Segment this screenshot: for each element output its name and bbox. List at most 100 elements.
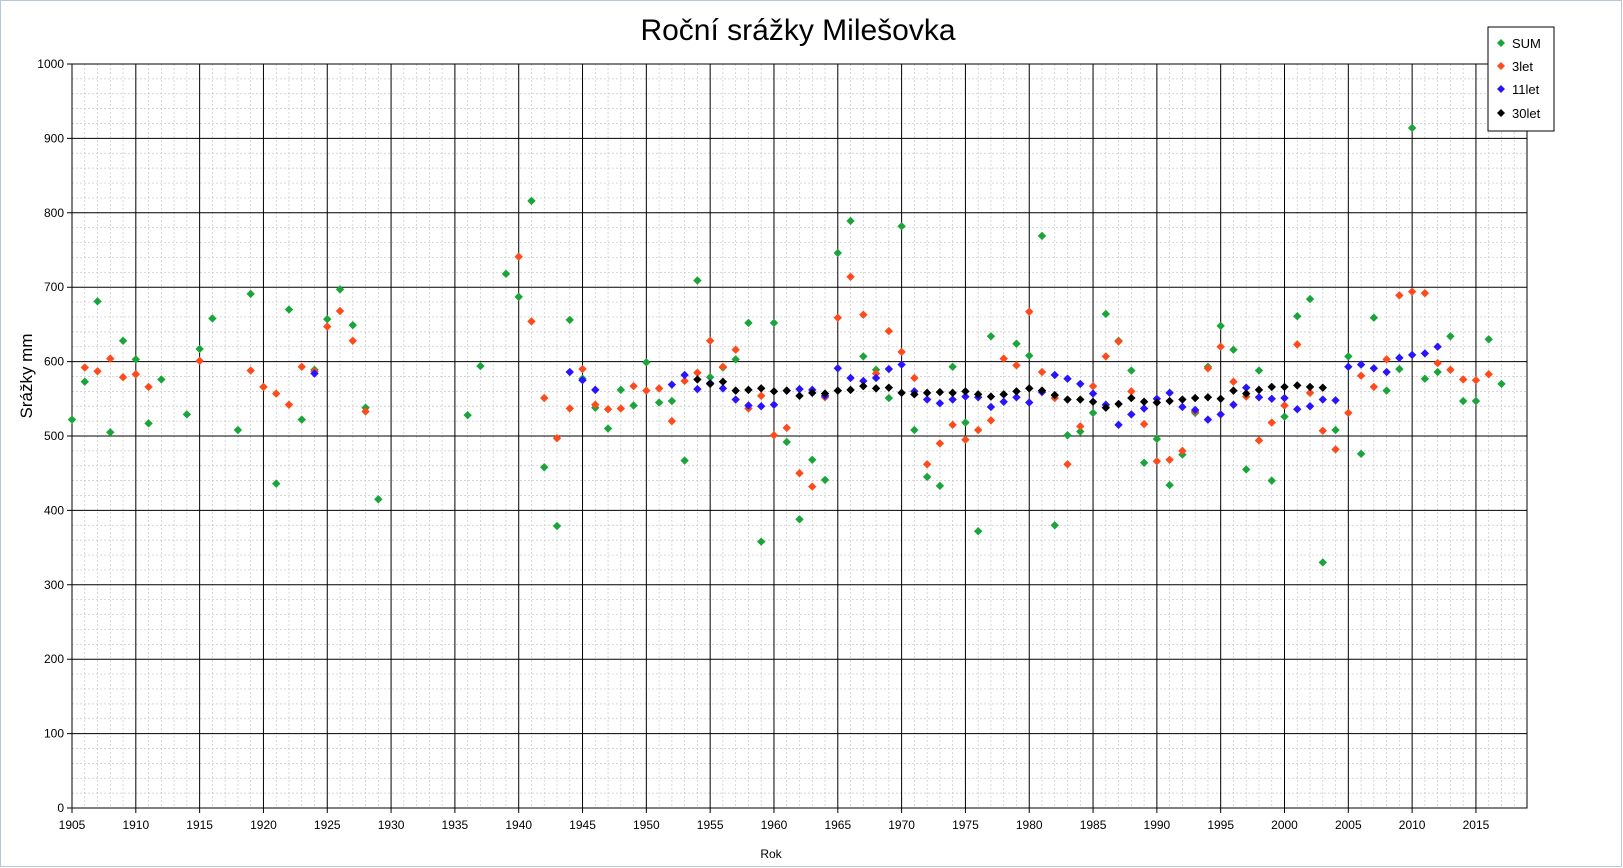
data-point-11let [986,402,996,412]
data-point-sum [654,398,664,407]
data-point-11let [884,364,894,374]
data-point-30let [1254,385,1264,395]
data-point-11let [1382,367,1391,377]
data-point-3let [297,362,306,372]
data-point-3let [93,367,102,376]
data-point-sum [1088,408,1098,418]
y-axis: 0 100 200 300 400 500 600 700 800 900 1000 [37,57,64,815]
data-point-sum [1420,374,1430,383]
x-tick-label: 1995 [1207,818,1234,832]
y-tick-label: 400 [44,503,64,517]
data-point-30let [808,388,817,398]
data-point-sum [335,285,345,294]
data-point-3let [1395,291,1404,300]
data-point-3let [1458,375,1468,384]
data-point-11let [565,367,574,377]
data-point-3let [1216,342,1225,351]
data-point-11let [744,401,753,410]
data-point-3let [922,460,932,469]
data-point-30let [1127,393,1136,403]
data-series [67,123,1506,567]
legend-item-3let: 3let [1497,59,1533,74]
data-point-sum [1025,351,1034,360]
data-point-sum [1050,521,1059,530]
data-point-11let [1407,350,1417,360]
data-point-sum [731,355,740,364]
data-point-sum [961,418,970,427]
data-point-sum [1229,345,1238,354]
data-point-3let [1484,370,1493,379]
data-point-30let [1165,396,1174,406]
data-point-30let [705,379,715,389]
data-point-sum [1076,427,1085,436]
data-point-3let [782,423,791,433]
data-point-sum [693,276,702,285]
data-point-11let [1178,402,1187,412]
y-tick-label: 700 [44,280,64,294]
x-tick-label: 1910 [122,818,149,832]
y-tick-label: 100 [44,727,64,741]
data-point-11let [769,400,779,409]
data-point-3let [361,407,370,416]
data-point-3let [1114,337,1123,346]
data-point-30let [693,375,702,384]
data-point-sum [1331,425,1340,435]
data-point-3let [986,416,996,425]
data-point-sum [680,456,689,465]
series-11let [310,342,1442,430]
data-point-sum [67,415,77,424]
data-point-sum [374,495,383,504]
data-point-sum [297,415,306,424]
data-point-sum [629,401,638,410]
data-point-3let [948,420,957,430]
data-point-11let [718,384,728,393]
x-tick-label: 1925 [314,818,341,832]
major-grid [67,63,1527,813]
data-point-11let [1395,353,1404,363]
data-point-sum [1063,431,1072,440]
data-point-3let [1139,419,1149,429]
data-point-sum [1037,231,1047,241]
data-point-sum [1471,396,1481,406]
data-point-3let [973,425,983,435]
y-tick-label: 1000 [37,57,64,71]
data-point-sum [1127,366,1136,375]
data-point-3let [1063,460,1072,469]
chart-title: Roční srážky Milešovka [640,14,955,47]
data-point-sum [195,344,204,354]
data-point-30let [1280,382,1289,392]
data-point-11let [1216,410,1225,419]
data-point-sum [233,425,243,435]
data-point-30let [1293,381,1302,390]
data-point-sum [1318,558,1327,567]
data-point-3let [552,434,562,443]
data-point-3let [1012,361,1021,370]
data-point-30let [757,384,766,393]
data-point-sum [616,385,626,395]
data-point-30let [897,388,906,398]
data-point-11let [795,384,804,394]
data-point-sum [1433,367,1442,377]
data-point-3let [833,313,842,322]
data-point-30let [871,384,881,393]
data-point-11let [935,399,945,408]
data-point-sum [1305,294,1315,304]
data-point-3let [654,384,664,393]
data-point-3let [1165,455,1174,465]
legend: SUM 3let 11let 30let [1487,26,1555,132]
data-point-11let [667,380,677,389]
data-point-sum [1139,458,1149,467]
data-point-11let [578,376,587,385]
data-point-3let [1446,365,1455,374]
data-point-11let [1356,360,1366,369]
data-point-sum [897,221,906,231]
data-point-11let [1012,393,1021,402]
y-tick-label: 500 [44,429,64,443]
data-point-3let [1025,307,1034,316]
data-point-3let [246,366,255,375]
data-point-3let [1369,382,1379,392]
data-point-3let [693,368,702,377]
data-point-30let [948,388,957,398]
